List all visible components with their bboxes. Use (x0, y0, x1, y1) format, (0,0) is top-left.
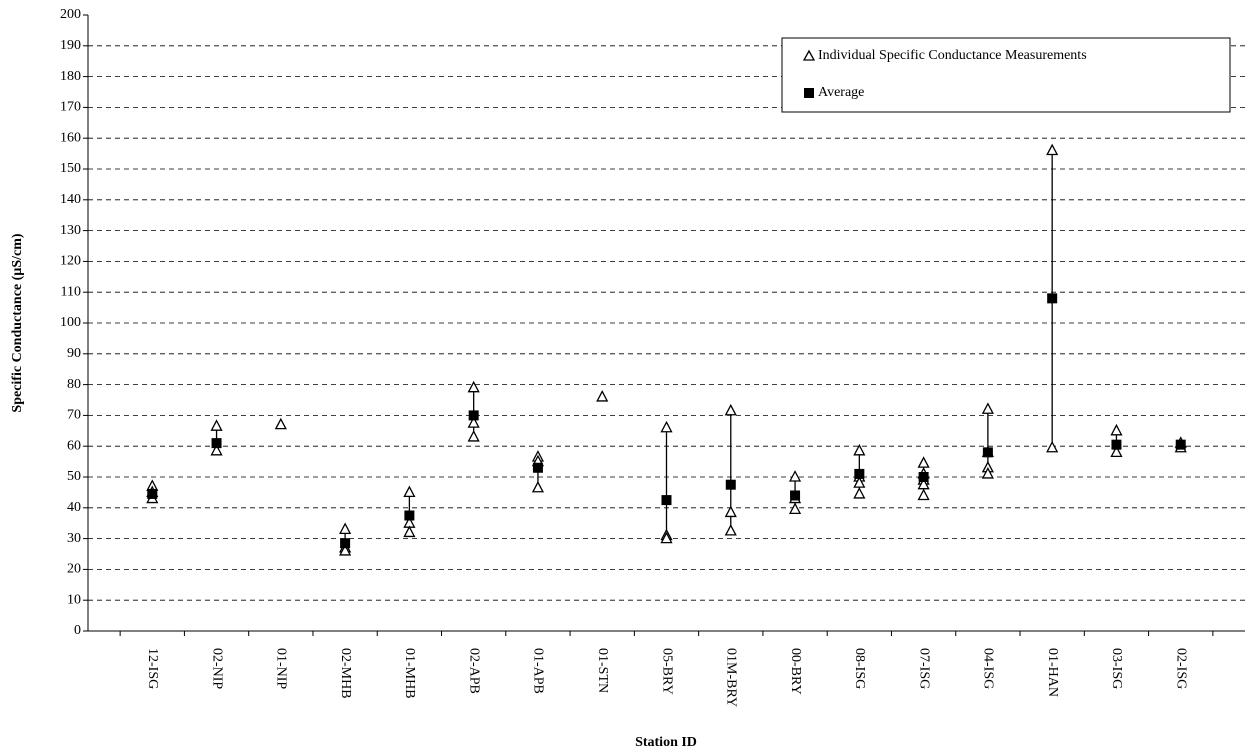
y-tick-label: 70 (67, 408, 81, 423)
triangle-marker (853, 443, 866, 456)
square-marker (982, 447, 993, 458)
triangle-marker (917, 456, 930, 468)
y-tick-label: 80 (67, 377, 81, 392)
square-marker (211, 438, 222, 449)
legend-square (804, 88, 814, 98)
triangle-marker (981, 467, 994, 479)
square-marker (1047, 293, 1058, 304)
triangle-marker (274, 417, 287, 430)
triangle-marker (467, 380, 480, 393)
square-marker (1111, 439, 1122, 450)
x-tick-label: 04-ISG (981, 648, 996, 689)
x-tick-label: 01-NIP (274, 648, 289, 689)
x-tick-label: 00-BRY (788, 648, 803, 695)
triangle-marker (210, 419, 223, 431)
x-tick-label: 03-ISG (1109, 648, 1124, 689)
triangle-marker (1046, 143, 1059, 156)
square-marker (340, 538, 351, 549)
square-marker (468, 410, 479, 421)
y-tick-label: 200 (60, 7, 81, 22)
y-tick-label: 180 (60, 69, 81, 84)
square-marker (404, 510, 415, 521)
legend-item: Individual Specific Conductance Measurem… (802, 48, 1087, 63)
x-tick-label: 05-BRY (659, 648, 674, 695)
triangle-marker (917, 488, 930, 501)
triangle-marker (660, 531, 673, 544)
triangle-marker (981, 402, 994, 414)
triangle-marker (467, 430, 480, 442)
triangle-marker (788, 502, 802, 514)
square-marker (725, 479, 736, 490)
x-tick-label: 01M-BRY (724, 648, 739, 707)
triangle-marker (596, 390, 609, 402)
square-marker (790, 490, 801, 501)
triangle-marker (724, 505, 737, 518)
legend-triangle (802, 49, 816, 61)
legend-box (781, 37, 1231, 113)
x-tick-label: 02-APB (466, 648, 481, 694)
y-tick-label: 170 (60, 100, 81, 115)
y-tick-label: 100 (60, 315, 81, 330)
triangle-marker (853, 487, 866, 499)
x-tick-label: 08-ISG (852, 648, 867, 689)
triangle-marker (339, 544, 352, 556)
x-axis-title: Station ID (635, 735, 697, 750)
square-marker (1175, 439, 1186, 450)
x-tick-label: 01-APB (531, 648, 546, 694)
x-tick-label: 01-HAN (1045, 648, 1060, 697)
triangle-marker (531, 480, 545, 493)
y-tick-label: 190 (60, 38, 81, 53)
triangle-marker (403, 485, 416, 498)
y-tick-label: 160 (60, 130, 81, 145)
x-tick-label: 01-STN (595, 648, 610, 693)
triangle-marker (660, 420, 673, 433)
triangle-marker (339, 522, 352, 535)
y-tick-label: 20 (67, 562, 81, 577)
triangle-marker (210, 443, 223, 456)
x-tick-label: 02-NIP (209, 648, 224, 689)
triangle-marker (788, 470, 802, 482)
y-tick-label: 30 (67, 531, 81, 546)
triangle-marker (1110, 423, 1123, 436)
y-tick-label: 120 (60, 254, 81, 269)
y-tick-label: 90 (67, 346, 81, 361)
y-tick-label: 50 (67, 469, 81, 484)
y-tick-label: 60 (67, 438, 81, 453)
y-tick-label: 10 (67, 592, 81, 607)
legend-label: Individual Specific Conductance Measurem… (818, 48, 1087, 63)
triangle-marker (1046, 440, 1059, 453)
y-tick-label: 150 (60, 161, 81, 176)
x-tick-label: 02-MHB (338, 648, 353, 699)
triangle-marker (724, 524, 737, 536)
y-tick-label: 40 (67, 500, 81, 515)
triangle-marker (403, 525, 416, 538)
y-tick-label: 110 (61, 284, 81, 299)
triangle-marker (1110, 445, 1123, 458)
y-tick-label: 0 (74, 623, 81, 638)
square-marker (147, 488, 158, 499)
x-tick-label: 07-ISG (916, 648, 931, 689)
square-marker (532, 462, 543, 473)
triangle-marker (724, 403, 737, 416)
square-marker (918, 472, 929, 482)
legend-item: Average (804, 85, 864, 100)
x-tick-label: 01-MHB (402, 648, 417, 699)
square-marker (661, 495, 672, 506)
y-axis-title: Specific Conductance (µS/cm) (10, 233, 25, 412)
y-tick-label: 140 (60, 192, 81, 207)
square-marker (854, 468, 865, 479)
triangle-marker (467, 416, 480, 428)
x-tick-label: 12-ISG (145, 648, 160, 689)
y-tick-label: 130 (60, 223, 81, 238)
x-tick-label: 02-ISG (1174, 648, 1189, 689)
legend-label: Average (818, 85, 864, 100)
